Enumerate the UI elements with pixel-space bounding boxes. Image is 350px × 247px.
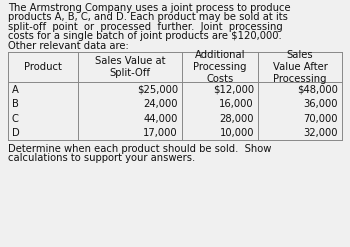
Text: 17,000: 17,000 [144, 128, 178, 138]
Text: 36,000: 36,000 [303, 99, 338, 109]
Text: $12,000: $12,000 [213, 85, 254, 95]
Text: The Armstrong Company uses a joint process to produce: The Armstrong Company uses a joint proce… [8, 3, 290, 13]
Text: 44,000: 44,000 [144, 114, 178, 124]
Text: 28,000: 28,000 [219, 114, 254, 124]
Text: 16,000: 16,000 [219, 99, 254, 109]
Text: Sales Value at
Split-Off: Sales Value at Split-Off [95, 57, 165, 79]
Text: A: A [12, 85, 19, 95]
Text: Determine when each product should be sold.  Show: Determine when each product should be so… [8, 144, 271, 153]
Text: Additional
Processing
Costs: Additional Processing Costs [193, 50, 247, 84]
Text: 32,000: 32,000 [303, 128, 338, 138]
Text: D: D [12, 128, 20, 138]
Text: costs for a single batch of joint products are $120,000.: costs for a single batch of joint produc… [8, 32, 282, 41]
Text: C: C [12, 114, 19, 124]
Text: products A, B, C, and D. Each product may be sold at its: products A, B, C, and D. Each product ma… [8, 13, 288, 22]
Text: $25,000: $25,000 [137, 85, 178, 95]
Text: 10,000: 10,000 [219, 128, 254, 138]
Text: calculations to support your answers.: calculations to support your answers. [8, 153, 195, 163]
Text: Sales
Value After
Processing: Sales Value After Processing [273, 50, 328, 84]
Text: Other relevant data are:: Other relevant data are: [8, 41, 129, 51]
Text: 70,000: 70,000 [303, 114, 338, 124]
Text: B: B [12, 99, 19, 109]
Text: $48,000: $48,000 [297, 85, 338, 95]
Text: split-off  point  or  processed  further.  Joint  processing: split-off point or processed further. Jo… [8, 22, 283, 32]
Text: Product: Product [24, 62, 62, 73]
Text: 24,000: 24,000 [144, 99, 178, 109]
